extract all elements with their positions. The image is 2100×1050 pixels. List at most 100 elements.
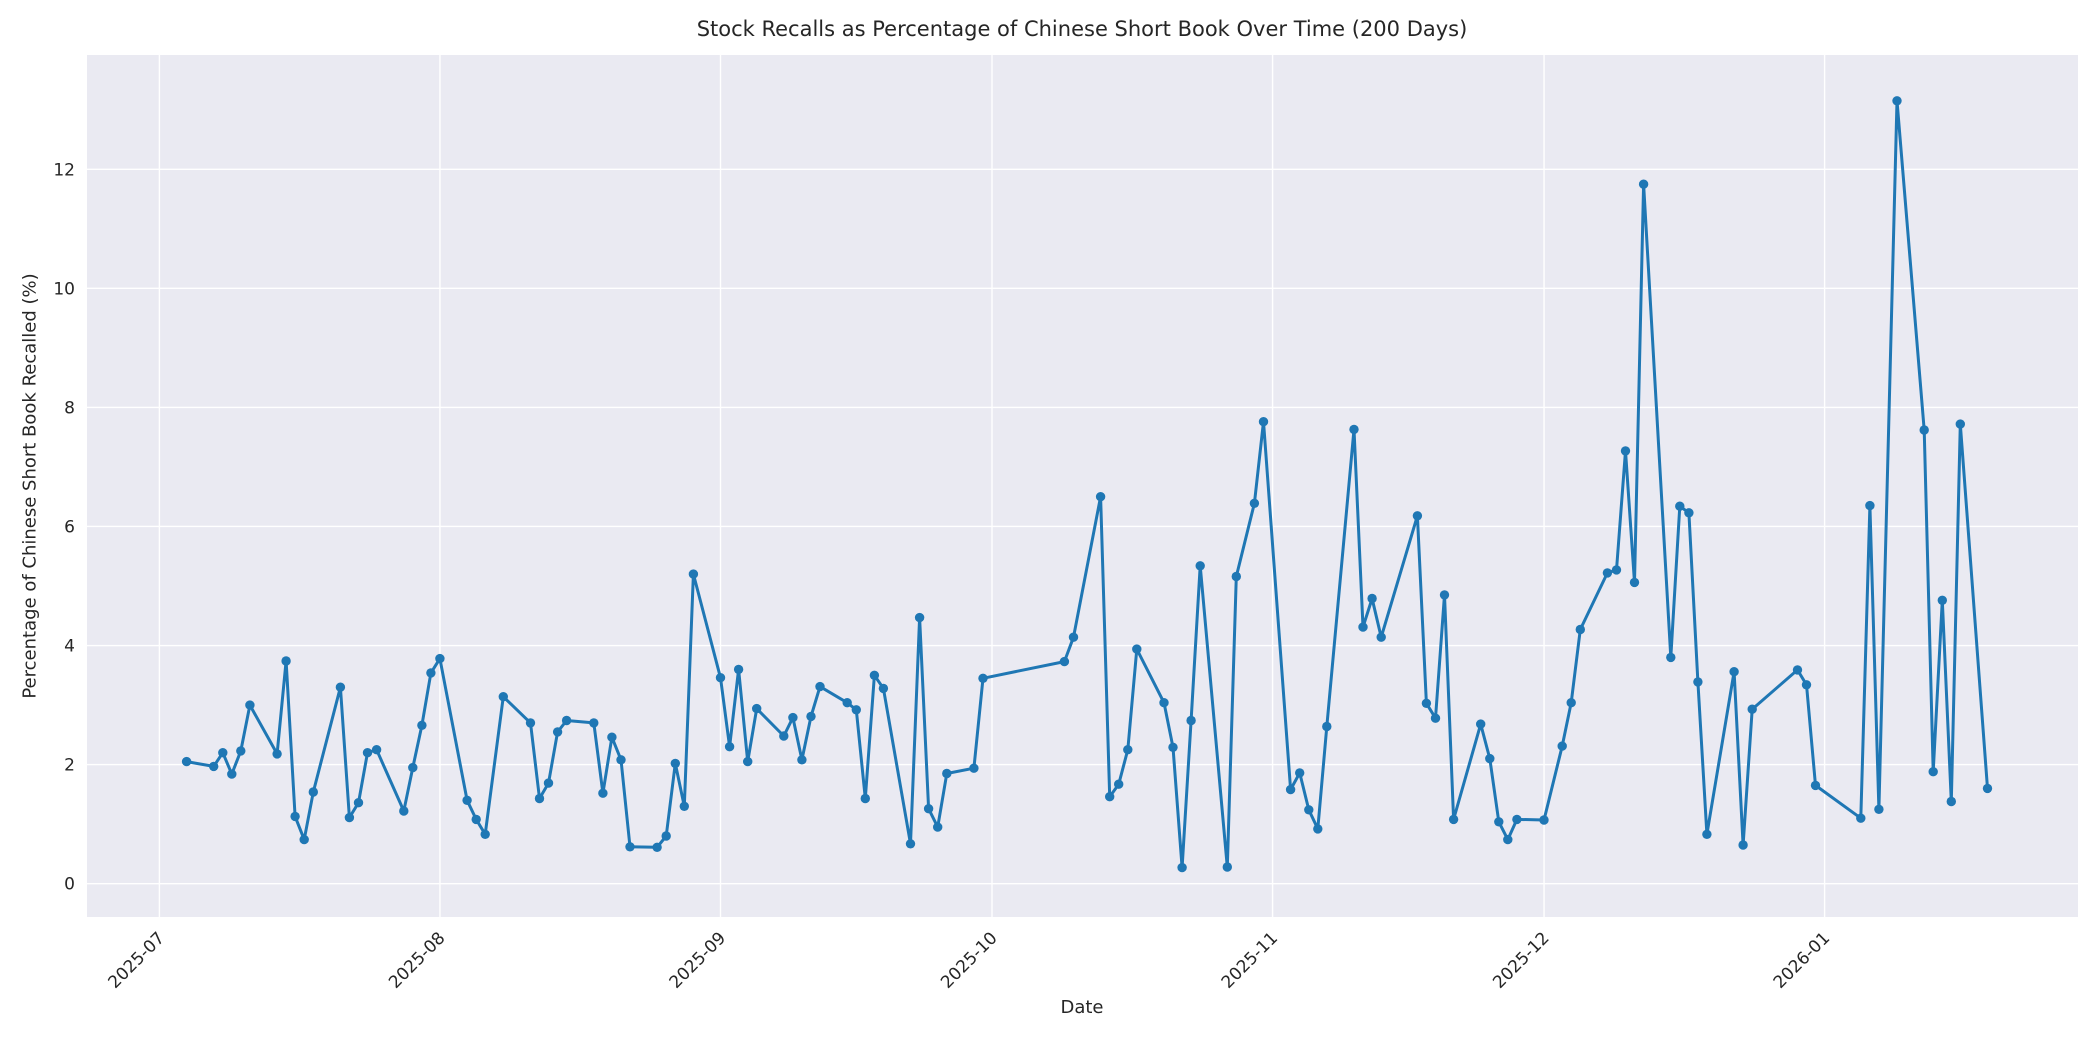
data-point-marker (1638, 179, 1649, 189)
data-point-marker (806, 711, 816, 722)
y-tick-label: 0 (64, 875, 75, 895)
data-point-marker (1159, 698, 1169, 708)
data-point-marker (1738, 840, 1748, 850)
data-point-marker (1376, 632, 1386, 642)
x-tick-label: 2025-07 (105, 928, 169, 992)
data-point-marker (1937, 595, 1948, 605)
y-axis-label: Percentage of Chinese Short Book Recalle… (19, 273, 41, 699)
data-point-marker (236, 746, 246, 756)
data-point-marker (1476, 719, 1486, 729)
data-point-marker (923, 804, 934, 814)
data-point-marker (1810, 780, 1821, 791)
data-point-marker (218, 748, 228, 758)
data-point-marker (498, 692, 508, 702)
data-point-marker (543, 778, 554, 788)
x-tick-label: 2025-10 (937, 928, 1001, 992)
data-point-marker (408, 762, 418, 773)
data-point-marker (1430, 713, 1441, 723)
data-point-marker (480, 829, 490, 839)
data-point-marker (561, 715, 572, 726)
data-point-marker (842, 698, 852, 708)
data-point-marker (733, 664, 744, 675)
data-point-marker (851, 705, 861, 715)
data-point-marker (1258, 417, 1269, 427)
data-point-marker (1168, 742, 1178, 752)
data-point-marker (227, 769, 237, 779)
data-point-marker (905, 839, 916, 849)
data-point-marker (1358, 622, 1368, 632)
data-point-marker (1602, 568, 1613, 578)
data-point-marker (1313, 824, 1323, 834)
data-point-marker (860, 793, 870, 804)
data-point-marker (1105, 792, 1115, 802)
data-point-marker (1955, 419, 1966, 429)
data-point-marker (272, 749, 282, 759)
data-point-marker (1421, 698, 1432, 708)
data-point-marker (625, 842, 635, 852)
data-point-marker (1702, 829, 1712, 839)
data-point-marker (670, 758, 680, 769)
data-point-marker (308, 787, 318, 797)
data-point-marker (1856, 813, 1866, 823)
data-point-marker (371, 745, 382, 755)
y-tick-label: 4 (64, 637, 75, 657)
data-point-marker (1068, 632, 1079, 642)
data-point-marker (1892, 96, 1902, 106)
data-point-marker (652, 842, 662, 852)
x-tick-label: 2026-01 (1770, 928, 1834, 992)
data-point-marker (1114, 779, 1124, 789)
data-point-marker (1684, 508, 1694, 518)
data-point-marker (362, 748, 373, 758)
data-point-marker (1095, 492, 1106, 502)
data-point-marker (878, 683, 889, 694)
data-point-marker (417, 720, 427, 730)
y-tick-label: 6 (64, 517, 75, 537)
data-point-marker (616, 755, 626, 765)
plot-area (87, 55, 2078, 917)
y-tick-label: 8 (64, 398, 75, 418)
data-point-marker (1928, 767, 1938, 777)
data-point-marker (743, 756, 753, 767)
y-tick-label: 2 (64, 756, 75, 776)
data-point-marker (1367, 593, 1377, 604)
data-point-marker (1611, 565, 1622, 575)
data-point-marker (1503, 834, 1513, 845)
data-point-marker (688, 569, 699, 579)
data-point-marker (1132, 644, 1142, 654)
data-point-marker (724, 742, 735, 752)
data-point-marker (1557, 741, 1567, 751)
data-point-marker (1222, 862, 1233, 872)
data-point-marker (1874, 804, 1884, 814)
data-point-marker (399, 806, 409, 816)
data-point-marker (1666, 652, 1676, 663)
data-point-marker (299, 834, 309, 845)
data-point-marker (1629, 577, 1640, 588)
data-point-marker (969, 763, 979, 773)
data-point-marker (462, 795, 472, 805)
x-tick-label: 2025-09 (666, 928, 730, 992)
data-point-marker (1539, 815, 1549, 825)
x-axis-label: Date (1060, 997, 1104, 1018)
data-point-marker (534, 793, 545, 804)
data-point-marker (353, 798, 364, 808)
data-point-marker (290, 811, 300, 822)
data-point-marker (435, 653, 445, 664)
data-point-marker (788, 712, 798, 723)
data-point-marker (525, 718, 536, 728)
y-tick-label: 10 (53, 279, 75, 299)
data-point-marker (335, 682, 346, 692)
y-tick-label: 12 (53, 160, 75, 180)
x-tick-label: 2025-11 (1218, 928, 1282, 992)
data-point-marker (661, 831, 671, 841)
x-tick-label: 2025-08 (385, 928, 449, 992)
data-point-marker (1729, 667, 1739, 677)
data-point-marker (779, 731, 789, 741)
data-point-marker (1322, 721, 1332, 732)
data-point-marker (1485, 753, 1495, 764)
data-point-marker (715, 673, 726, 683)
data-point-marker (1620, 446, 1631, 456)
data-point-marker (797, 755, 807, 765)
data-point-marker (1231, 571, 1242, 582)
data-point-marker (1801, 680, 1812, 690)
data-point-marker (1747, 704, 1757, 714)
